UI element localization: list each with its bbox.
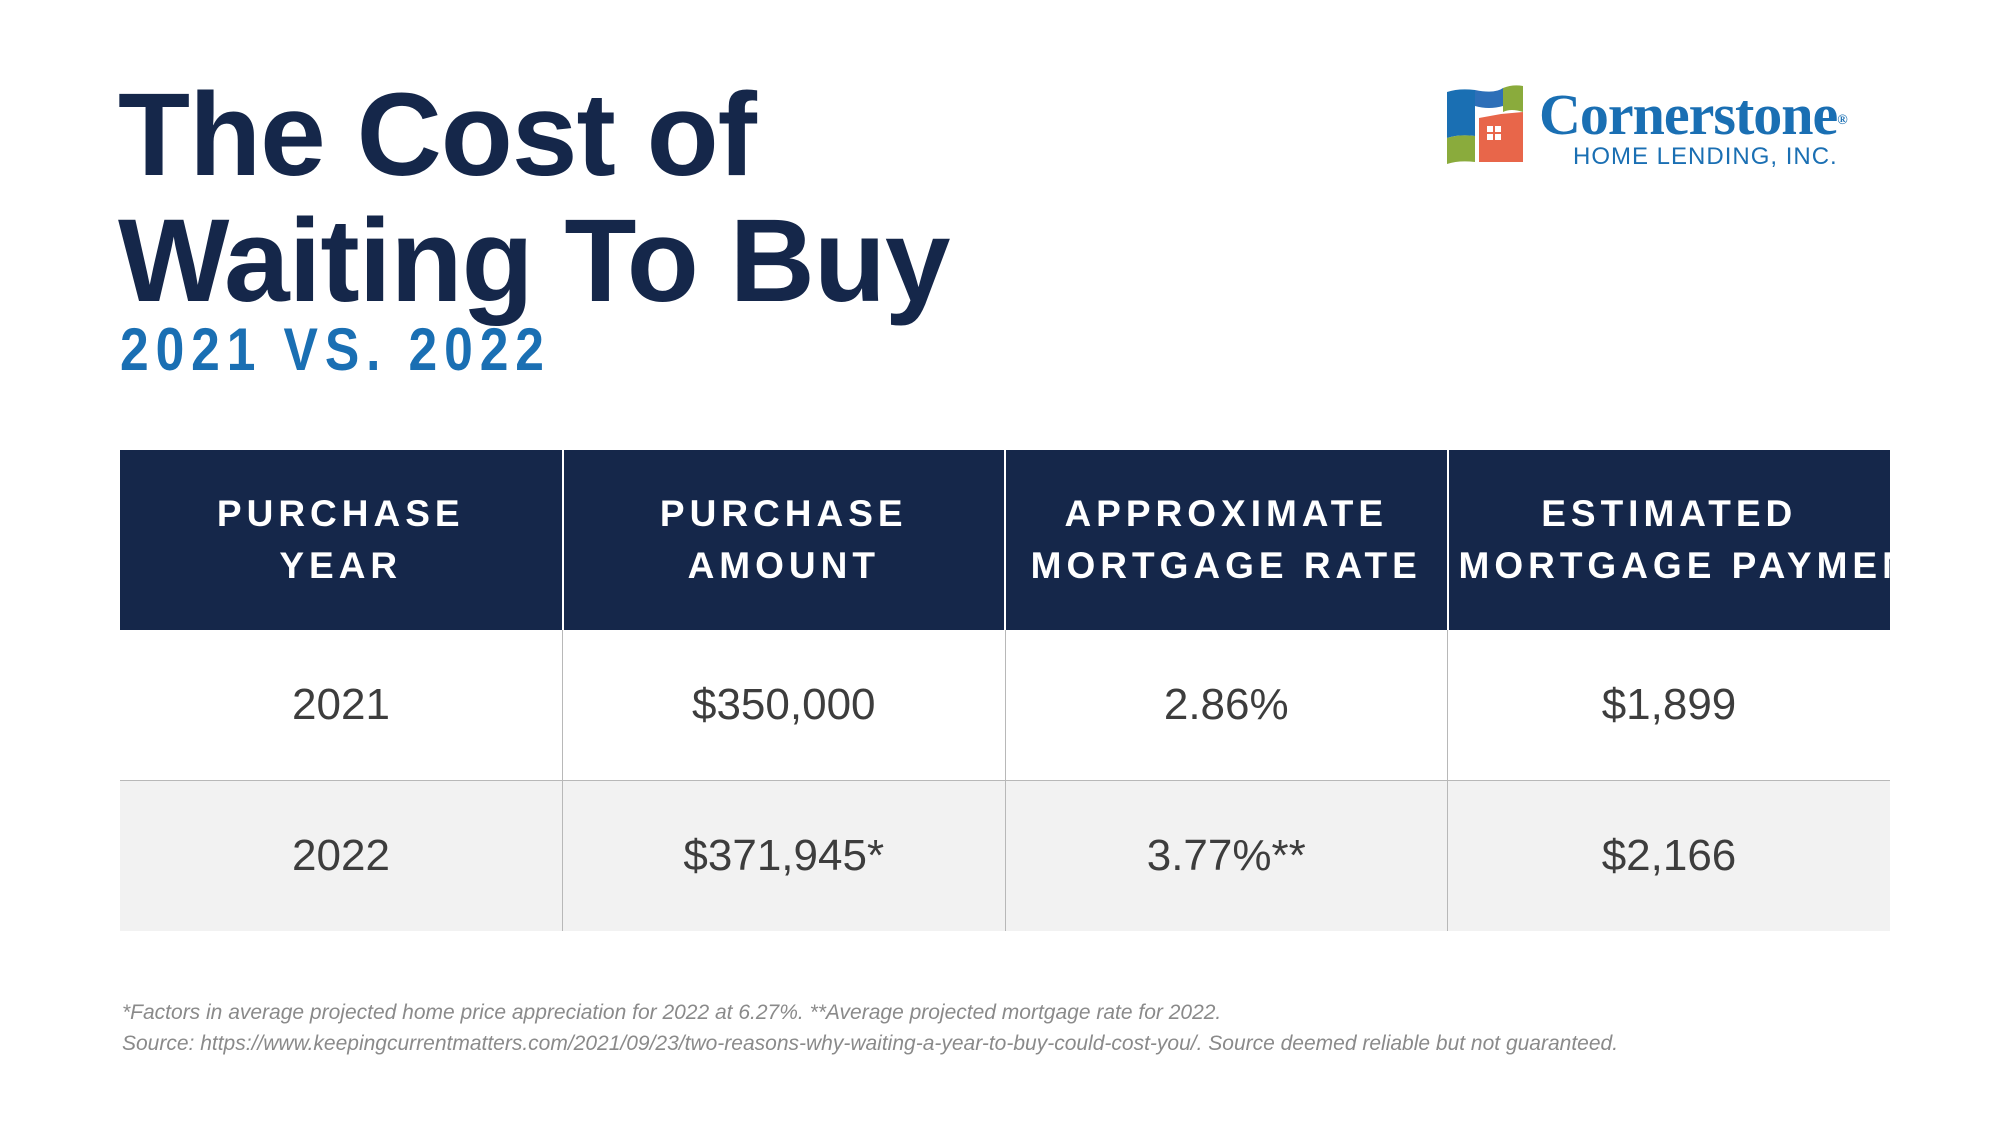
column-header-line: AMOUNT [687, 545, 880, 586]
cell-purchase-amount: $350,000 [562, 630, 1005, 781]
column-header-line: ESTIMATED [1541, 493, 1798, 534]
cell-mortgage-payment: $2,166 [1447, 780, 1890, 931]
column-header-mortgage-payment: ESTIMATED MORTGAGE PAYMENT [1446, 450, 1942, 630]
column-header-line: PURCHASE [216, 493, 465, 534]
cell-purchase-amount: $371,945* [562, 780, 1005, 931]
logo-tagline: HOME LENDING, INC. [1573, 143, 1838, 170]
cell-mortgage-payment: $1,899 [1447, 630, 1890, 781]
table-row: 2022 $371,945* 3.77%** $2,166 [120, 780, 1890, 931]
column-header-line: MORTGAGE PAYMENT [1458, 545, 1942, 586]
column-header-line: PURCHASE [659, 493, 908, 534]
cornerstone-logo: Cornerstone® HOME LENDING, INC. [1445, 84, 1890, 170]
column-header-line: YEAR [279, 545, 403, 586]
page-title-line-2: Waiting To Buy [118, 195, 951, 327]
cost-comparison-table: PURCHASE YEAR PURCHASE AMOUNT APPROXIMAT… [120, 450, 1942, 931]
page-title-line-1: The Cost of [118, 69, 757, 201]
cell-purchase-year: 2022 [120, 780, 563, 931]
column-header-line: APPROXIMATE [1064, 493, 1389, 534]
table-header-row: PURCHASE YEAR PURCHASE AMOUNT APPROXIMAT… [120, 450, 1942, 630]
footnote-source: Source: https://www.keepingcurrentmatter… [122, 1032, 1619, 1055]
logo-name: Cornerstone® [1539, 82, 1848, 147]
cell-mortgage-rate: 2.86% [1004, 630, 1448, 781]
logo-name-text: Cornerstone [1539, 82, 1838, 147]
logo-registered-mark: ® [1837, 113, 1848, 128]
house-logo-icon [1447, 85, 1523, 164]
table-row: 2021 $350,000 2.86% $1,899 [120, 630, 1890, 781]
footnote-assumptions: *Factors in average projected home price… [122, 1001, 1222, 1024]
cell-purchase-year: 2021 [120, 630, 563, 781]
column-header-mortgage-rate: APPROXIMATE MORTGAGE RATE [1004, 450, 1448, 630]
cell-mortgage-rate: 3.77%** [1004, 780, 1448, 931]
column-header-line: MORTGAGE RATE [1030, 545, 1422, 586]
column-header-purchase-amount: PURCHASE AMOUNT [561, 450, 1005, 630]
page-title: The Cost of Waiting To Buy [118, 69, 951, 327]
column-header-purchase-year: PURCHASE YEAR [120, 450, 563, 630]
page-subtitle: 2021 VS. 2022 [120, 316, 551, 383]
